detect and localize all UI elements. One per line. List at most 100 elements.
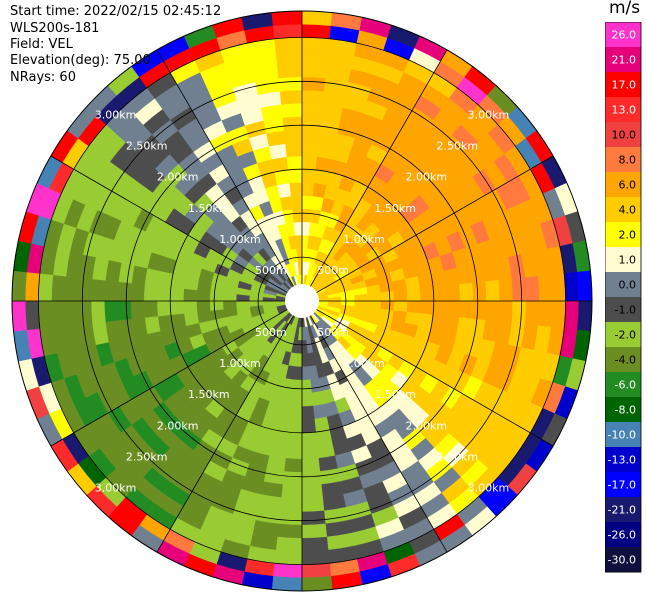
gate-cell	[511, 277, 527, 302]
gate-cell	[406, 288, 421, 302]
gate-cell	[285, 444, 303, 460]
ring-label: 2.50km	[126, 140, 168, 153]
gate-cell	[11, 270, 27, 302]
colorbar-unit: m/s	[609, 0, 641, 18]
gate-cell	[268, 442, 288, 459]
gate-cell	[38, 273, 54, 302]
colorbar-tick-label: 21.0	[612, 54, 637, 67]
gate-cell	[156, 285, 172, 302]
ring-label: 1.50km	[374, 202, 416, 215]
colorbar-tick-label: 6.0	[619, 179, 637, 192]
gate-cell	[275, 50, 303, 66]
gate-cell	[90, 300, 106, 324]
colorbar-segment	[605, 172, 641, 198]
spoke-line	[50, 155, 303, 302]
gate-cell	[498, 300, 514, 324]
gate-cell	[272, 562, 303, 579]
gate-cell	[64, 300, 80, 327]
gate-cell	[301, 208, 312, 223]
gate-cell	[209, 300, 224, 311]
gate-cell	[563, 271, 580, 302]
gate-cell	[301, 379, 312, 394]
colorbar-segment	[605, 522, 641, 548]
gate-cell	[287, 418, 303, 434]
gate-cell	[11, 300, 27, 332]
gate-cell	[301, 549, 330, 565]
ring-label: 500m	[255, 264, 287, 277]
gate-cell	[301, 392, 314, 407]
gate-cell	[169, 286, 185, 302]
gate-cell	[577, 300, 593, 332]
gate-cell	[274, 169, 290, 186]
colorbar-tick-label: -6.0	[615, 379, 636, 392]
colorbar-segment	[605, 22, 641, 48]
colorbar-segment	[605, 272, 641, 298]
gate-cell	[419, 300, 435, 316]
gate-cell	[301, 89, 325, 105]
gate-cell	[170, 313, 187, 329]
ring-label: 1.50km	[188, 388, 230, 401]
gate-cell	[51, 274, 67, 302]
colorbar: 26.0 21.0 17.0 13.0 10.0 8.0 6.0 4.0 2.0 1.0 0.0 -1…	[605, 22, 642, 573]
colorbar-segment	[605, 97, 641, 123]
gate-cell	[301, 23, 332, 40]
gate-cell	[290, 195, 303, 210]
ring-label: 500m	[317, 264, 349, 277]
colorbar-segment	[605, 247, 641, 273]
colorbar-segment	[605, 147, 641, 173]
gate-cell	[301, 155, 318, 171]
gate-cell	[537, 300, 553, 328]
gate-cell	[276, 523, 303, 539]
gate-cell	[271, 10, 303, 26]
gate-cell	[24, 300, 41, 331]
colorbar-segment	[605, 472, 641, 498]
gate-cell	[459, 300, 474, 320]
ring-label: 1.00km	[219, 233, 261, 246]
gate-cell	[301, 536, 329, 552]
colorbar-segment	[605, 72, 641, 98]
gate-cell	[287, 168, 303, 184]
gate-cell	[316, 143, 336, 160]
spoke-line	[301, 300, 554, 447]
gate-cell	[209, 291, 224, 302]
gate-cell	[282, 116, 303, 131]
gate-cell	[393, 289, 408, 302]
center-blank	[285, 284, 319, 318]
ring-label: 1.00km	[343, 233, 385, 246]
ring-label: 500m	[255, 326, 287, 339]
gate-cell	[563, 300, 580, 331]
gate-cell	[196, 289, 211, 302]
colorbar-segment	[605, 47, 641, 73]
gate-cell	[281, 103, 303, 118]
gate-cell	[301, 168, 317, 184]
gate-cell	[432, 285, 448, 302]
elevation-label: Elevation(deg): 75.00	[10, 53, 151, 68]
instrument-label: WLS200s-181	[10, 21, 100, 36]
spoke-line	[301, 300, 448, 553]
gate-cell	[443, 315, 460, 335]
gate-cell	[130, 300, 145, 320]
field-label: Field: VEL	[10, 37, 73, 52]
gate-cell	[301, 576, 333, 592]
ring-label: 2.00km	[157, 419, 199, 432]
gate-cell	[292, 208, 303, 223]
gate-cell	[104, 280, 119, 302]
gate-cell	[290, 392, 303, 407]
gate-cell	[301, 458, 321, 473]
colorbar-frame	[605, 22, 642, 573]
gate-cell	[144, 267, 161, 287]
gate-cell	[472, 300, 487, 321]
gate-cell	[183, 288, 198, 302]
gate-cell	[156, 300, 172, 317]
gate-cell	[354, 293, 369, 302]
gate-cell	[432, 300, 448, 317]
gate-cell	[301, 10, 333, 26]
gate-cell	[301, 471, 322, 486]
colorbar-segment	[605, 422, 641, 448]
gate-cell	[275, 536, 303, 552]
gate-cell	[301, 182, 315, 197]
colorbar-tick-label: 0.0	[619, 279, 637, 292]
gate-cell	[286, 155, 303, 171]
colorbar-segment	[605, 322, 641, 348]
